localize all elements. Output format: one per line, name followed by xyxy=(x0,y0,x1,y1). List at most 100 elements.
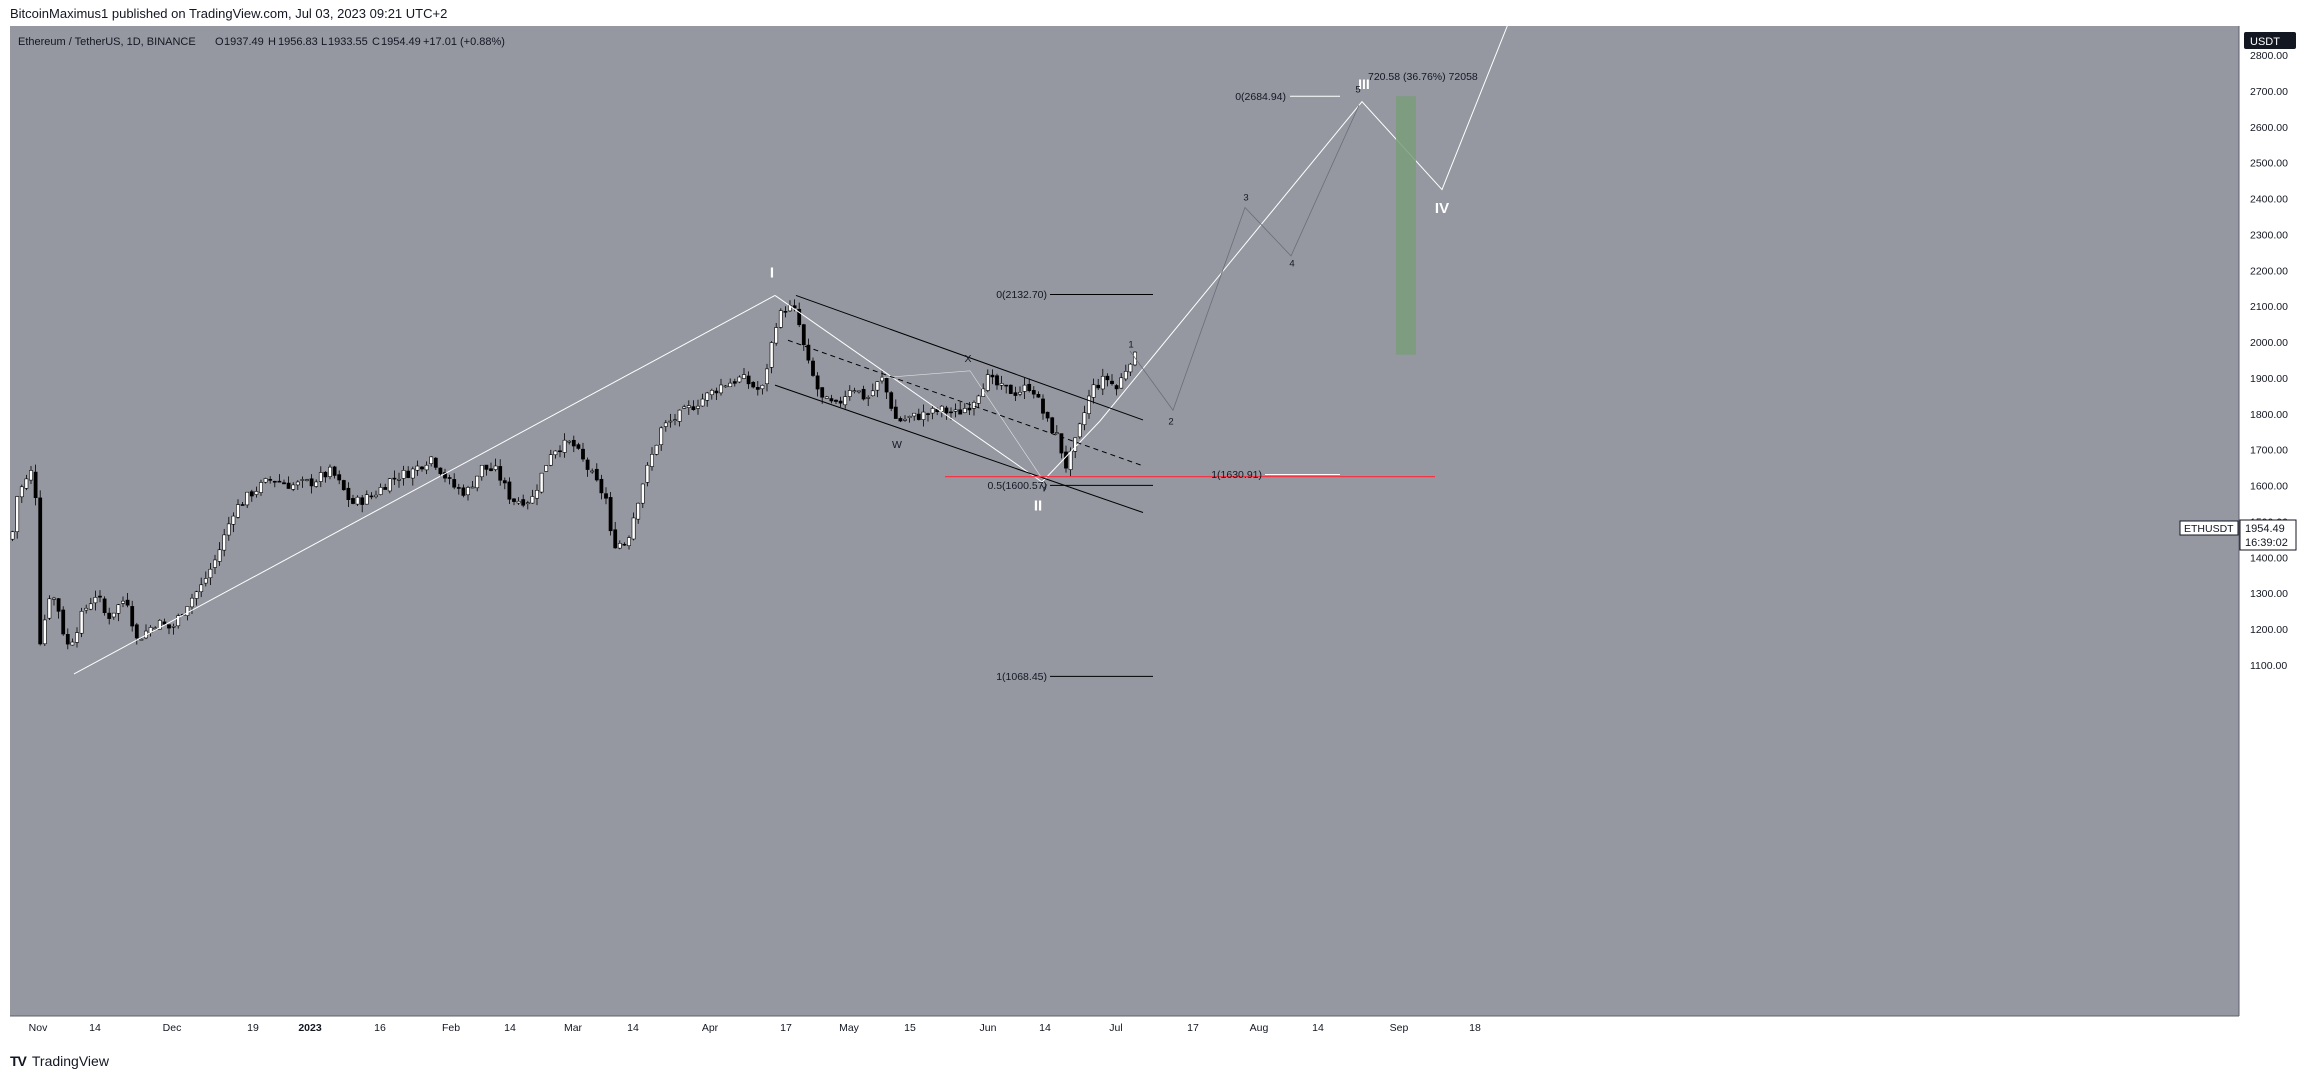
candle-up xyxy=(857,390,861,393)
candle-down xyxy=(452,479,457,488)
price-chart[interactable]: 0(2684.94) 0(2132.70) 1(1630.91) 0.5(1600.5… xyxy=(10,26,2315,1045)
candle-down xyxy=(512,498,516,502)
candle-up xyxy=(15,496,20,533)
target-zone xyxy=(1396,96,1416,355)
candle-down xyxy=(1027,383,1032,391)
candle-down xyxy=(489,468,493,471)
candle-down xyxy=(751,382,756,388)
chart-area[interactable]: 0(2684.94) 0(2132.70) 1(1630.91) 0.5(1600.5… xyxy=(10,26,2315,1045)
candle-down xyxy=(815,375,820,390)
candle-up xyxy=(976,395,981,404)
time-axis-background xyxy=(10,1016,2315,1045)
candle-up xyxy=(627,537,631,546)
candle-up xyxy=(254,491,259,495)
time-tick-label: 15 xyxy=(904,1022,916,1034)
candle-up xyxy=(121,600,125,604)
candle-up xyxy=(259,482,263,493)
wave-label: X xyxy=(964,353,971,365)
candle-down xyxy=(507,481,512,500)
candle-down xyxy=(369,495,374,498)
legend-open-label: O xyxy=(215,36,224,48)
wave-label: 1 xyxy=(1128,339,1133,350)
candle-up xyxy=(700,398,705,407)
candle-down xyxy=(240,504,245,506)
channel-upper-line xyxy=(795,294,1144,421)
candle-down xyxy=(351,498,355,504)
plot-background xyxy=(10,26,2239,1016)
time-tick-label: Nov xyxy=(29,1022,48,1034)
time-tick-label: 14 xyxy=(1312,1022,1324,1034)
candle-up xyxy=(539,472,544,493)
candle-down xyxy=(594,468,599,481)
candle-down xyxy=(1031,390,1036,395)
time-tick-label: Jul xyxy=(1109,1022,1122,1034)
candle-up xyxy=(723,385,728,388)
candle-down xyxy=(502,480,507,484)
candle-up xyxy=(562,439,567,453)
candle-up xyxy=(52,597,56,600)
candle-up xyxy=(493,465,498,470)
wave-label: 3 xyxy=(1243,192,1248,203)
candle-up xyxy=(139,638,144,641)
last-price-badge xyxy=(2239,519,2297,551)
time-tick-label: Dec xyxy=(163,1022,182,1034)
price-tick-label: 1800.00 xyxy=(2250,409,2288,421)
candle-down xyxy=(889,392,894,409)
price-tick-label: 2400.00 xyxy=(2250,194,2288,206)
tradingview-icon: TV xyxy=(10,1053,27,1069)
candle-up xyxy=(870,390,875,397)
candle-down xyxy=(341,480,346,491)
candle-down xyxy=(406,470,411,478)
price-tick-label: 1600.00 xyxy=(2250,481,2288,493)
wave-label: 4 xyxy=(1289,259,1294,270)
candle-up xyxy=(88,603,93,610)
legend-low-value: 1933.55 xyxy=(328,36,368,48)
candle-down xyxy=(443,472,447,479)
time-tick-label: 2023 xyxy=(298,1022,322,1034)
candle-up xyxy=(778,310,783,328)
candle-down xyxy=(1110,380,1114,385)
wave-label: I xyxy=(770,264,774,281)
price-tick-label: 2800.00 xyxy=(2250,50,2288,62)
price-tick-label: 1100.00 xyxy=(2250,660,2287,672)
candle-up xyxy=(291,484,296,490)
wave-label: IV xyxy=(1435,200,1449,217)
candle-down xyxy=(456,487,461,489)
candle-down xyxy=(576,444,581,449)
candle-down xyxy=(834,399,838,402)
candle-up xyxy=(19,486,24,498)
candle-down xyxy=(995,375,999,386)
candle-up xyxy=(760,384,765,390)
symbol-badge-label: ETHUSDT xyxy=(2184,523,2234,535)
candle-down xyxy=(447,477,452,479)
tradingview-logo[interactable]: TV TradingView xyxy=(10,1053,109,1069)
candle-down xyxy=(1050,417,1055,434)
candle-up xyxy=(590,470,595,473)
fib-level-label: 0(2132.70) xyxy=(996,289,1047,301)
wave-i-line xyxy=(73,294,776,675)
candle-up xyxy=(226,523,231,536)
wave-label: 2 xyxy=(1168,417,1173,428)
time-tick-label: 14 xyxy=(89,1022,101,1034)
wave-ii-line xyxy=(774,295,1043,483)
footer-bar: TV TradingView xyxy=(0,1045,2315,1079)
candle-up xyxy=(84,607,89,611)
candle-up xyxy=(1054,432,1059,434)
candle-up xyxy=(1119,377,1124,389)
candle-up xyxy=(548,454,553,466)
candle-up xyxy=(999,383,1004,386)
price-tick-label: 2300.00 xyxy=(2250,229,2288,241)
candle-down xyxy=(1008,384,1013,394)
candle-down xyxy=(521,499,526,506)
candle-up xyxy=(245,491,250,506)
candle-down xyxy=(838,400,843,404)
legend-low-label: L xyxy=(321,36,327,48)
candle-up xyxy=(903,418,907,421)
candle-up xyxy=(217,549,222,562)
candle-up xyxy=(847,390,852,397)
candle-down xyxy=(65,634,70,645)
currency-badge[interactable] xyxy=(2244,32,2296,49)
candle-up xyxy=(930,408,935,414)
candle-down xyxy=(755,387,760,390)
time-tick-label: Mar xyxy=(564,1022,583,1034)
